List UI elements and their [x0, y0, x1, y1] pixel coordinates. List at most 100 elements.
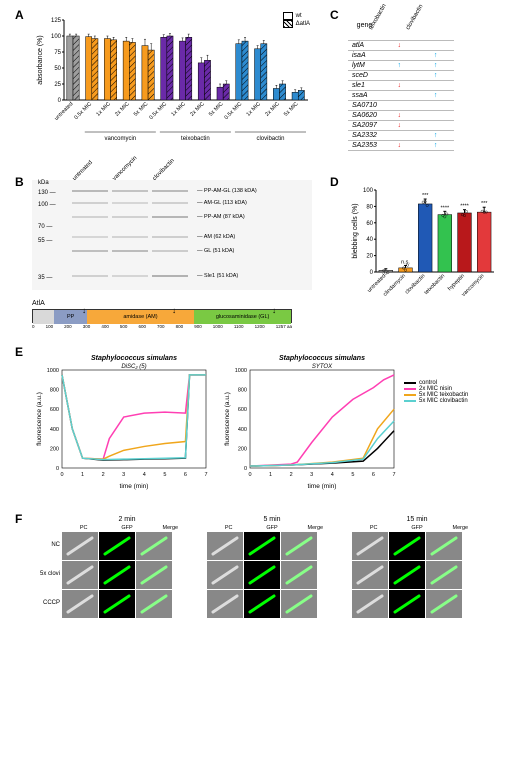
cleavage-arrow: ↓ [82, 306, 86, 315]
micro-cell [62, 532, 98, 560]
svg-text:1000: 1000 [235, 368, 247, 374]
svg-text:6: 6 [372, 472, 375, 478]
svg-text:5x MIC: 5x MIC [208, 101, 225, 118]
svg-text:7: 7 [393, 472, 396, 478]
svg-text:0: 0 [56, 466, 59, 472]
svg-text:400: 400 [238, 427, 247, 433]
gene-isaA: isaA [348, 50, 381, 60]
micro-cell [244, 532, 280, 560]
arrow-cell: ↓ [381, 80, 418, 90]
col-label: Merge [149, 525, 192, 531]
gel-image: kDa130 —100 —70 —55 —35 —untreatedvancom… [32, 180, 312, 290]
svg-text:1x MIC: 1x MIC [170, 101, 187, 118]
svg-text:7: 7 [204, 472, 207, 478]
micro-cell [62, 561, 98, 589]
svg-text:3: 3 [122, 472, 125, 478]
marker-kDa: kDa [38, 180, 49, 186]
gel-band [112, 236, 148, 238]
svg-text:2x MIC: 2x MIC [189, 101, 206, 118]
chart-a: 0255075100125absorbance (%)untreated0.5x… [32, 12, 312, 152]
gel-band [112, 275, 148, 277]
gel-band [72, 275, 108, 277]
micro-cell [244, 590, 280, 618]
micro-cell [426, 532, 462, 560]
svg-text:800: 800 [50, 388, 59, 394]
micro-cell [281, 590, 317, 618]
panel-a: 0255075100125absorbance (%)untreated0.5x… [32, 12, 312, 152]
col-label: GFP [395, 525, 438, 531]
gel-band [112, 190, 148, 192]
marker-35: 35 — [38, 275, 52, 281]
svg-text:50: 50 [54, 66, 61, 72]
micro-cell [99, 590, 135, 618]
svg-text:75: 75 [54, 50, 61, 56]
arrow-cell: ↓ [381, 110, 418, 120]
micro-cell [426, 561, 462, 589]
svg-text:absorbance (%): absorbance (%) [37, 35, 44, 84]
svg-text:1: 1 [81, 472, 84, 478]
micro-cell [389, 532, 425, 560]
chart-e-right: Staphylococcus simulansSYTOX020040060080… [220, 350, 400, 490]
time-block: 2 minPCGFPMerge [62, 516, 192, 618]
svg-text:***: *** [481, 201, 488, 207]
atla-seg: amidase (AM) [87, 310, 195, 324]
svg-text:125: 125 [51, 18, 62, 24]
svg-text:40: 40 [366, 237, 373, 243]
svg-text:teixobactin: teixobactin [181, 136, 210, 142]
micro-grid [62, 532, 174, 618]
atla-schematic: AtlAPPamidase (AM)glucosaminidase (GL)01… [32, 300, 312, 329]
svg-text:5x MIC: 5x MIC [133, 101, 150, 118]
micro-cell [389, 561, 425, 589]
panel-label-b: B [15, 175, 24, 189]
svg-text:0: 0 [60, 472, 63, 478]
svg-text:time (min): time (min) [308, 483, 337, 490]
svg-text:0.5x MIC: 0.5x MIC [73, 101, 93, 121]
gel-band [152, 250, 188, 252]
time-block: 15 minPCGFPMerge [352, 516, 482, 618]
panel-b: kDa130 —100 —70 —55 —35 —untreatedvancom… [32, 180, 312, 330]
svg-text:3: 3 [310, 472, 313, 478]
svg-text:fluorescence (a.u.): fluorescence (a.u.) [36, 392, 43, 446]
micro-cell [207, 590, 243, 618]
svg-text:6: 6 [184, 472, 187, 478]
panel-d: 020406080100blebbing cells (%)untreatedn… [348, 180, 498, 320]
gene-atlA: atlA [348, 40, 381, 50]
panel-c: geneteixobactinclovibactinatlA↓isaA↑lytM… [348, 12, 454, 151]
cleavage-arrow: ↓ [172, 306, 176, 315]
svg-text:0: 0 [244, 466, 247, 472]
arrow-cell: ↑ [418, 130, 454, 140]
legend-swatch-datla [283, 20, 293, 28]
col-label: GFP [105, 525, 148, 531]
panel-label-d: D [330, 175, 339, 189]
lane-clovibactin: clovibactin [152, 158, 176, 182]
micro-cell [426, 590, 462, 618]
gene-lytM: lytM [348, 60, 381, 70]
svg-text:2: 2 [102, 472, 105, 478]
gel-band [72, 190, 108, 192]
chart-e-left: Staphylococcus simulansDiSC₂ (5)02004006… [32, 350, 212, 490]
svg-text:800: 800 [238, 388, 247, 394]
svg-text:****: **** [460, 204, 469, 210]
svg-text:clovibactin: clovibactin [256, 136, 284, 142]
arrow-cell [418, 80, 454, 90]
gene-SA2097: SA2097 [348, 120, 381, 130]
svg-text:****: **** [441, 205, 450, 211]
atla-seg [33, 310, 54, 324]
gene-SA2353: SA2353 [348, 140, 381, 150]
svg-text:n.s.: n.s. [401, 259, 410, 265]
legend-label-datla: ΔatlA [296, 21, 310, 27]
svg-text:teixobactin: teixobactin [423, 273, 446, 296]
time-label: 5 min [207, 516, 337, 523]
col-label: PC [62, 525, 105, 531]
legend-swatch-wt [283, 12, 293, 20]
col-label: GFP [250, 525, 293, 531]
svg-text:80: 80 [366, 204, 373, 210]
svg-text:2x MIC: 2x MIC [264, 101, 281, 118]
arrow-cell [381, 130, 418, 140]
time-block: 5 minPCGFPMerge [207, 516, 337, 618]
svg-text:hypeptin: hypeptin [447, 273, 466, 292]
micro-cell [281, 561, 317, 589]
arrow-cell: ↑ [418, 140, 454, 150]
svg-text:5: 5 [163, 472, 166, 478]
micro-cell [389, 590, 425, 618]
